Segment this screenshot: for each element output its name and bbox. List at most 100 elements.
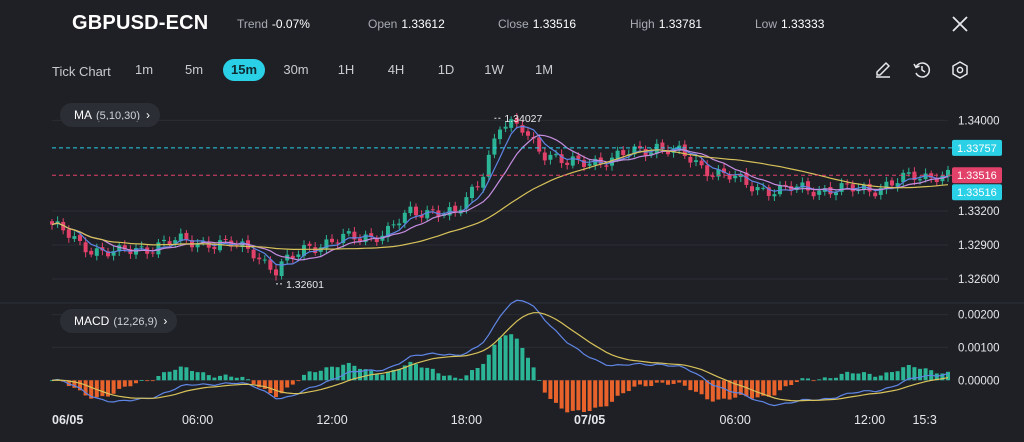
time-axis: 06/05 06:00 12:00 18:00 07/05 06:00 12:00 15:3	[52, 413, 937, 427]
macd-histogram-bar	[195, 372, 200, 381]
candle-body	[593, 158, 598, 166]
candle-body	[828, 187, 833, 195]
candle-body	[638, 146, 642, 149]
macd-histogram-bar	[906, 364, 911, 381]
candle-body	[576, 155, 581, 159]
candle-body	[923, 173, 928, 180]
macd-histogram-bar	[710, 380, 715, 402]
macd-histogram-bar	[498, 337, 502, 381]
macd-histogram-bar	[386, 371, 390, 381]
macd-histogram-bar	[352, 365, 357, 381]
candle-body	[850, 184, 855, 192]
candle-body	[772, 194, 777, 197]
time-tick-label: 15:3	[912, 413, 936, 427]
macd-histogram-bar	[335, 367, 340, 381]
low-price-annotation: 1.32601	[286, 279, 324, 291]
macd-histogram-bar	[643, 380, 648, 387]
candle-body	[884, 181, 889, 190]
candle-body	[290, 255, 295, 259]
macd-histogram-bar	[419, 367, 424, 381]
macd-indicator-pill[interactable]: MACD (12,26,9) ›	[60, 309, 178, 333]
macd-histogram-bar	[890, 372, 894, 381]
macd-histogram-bar	[481, 363, 486, 381]
macd-histogram-bar	[341, 364, 346, 381]
candle-body	[50, 221, 54, 225]
macd-histogram-bar	[117, 380, 122, 389]
candle-body	[486, 154, 491, 177]
candle-body	[106, 251, 110, 257]
candle-body	[89, 250, 94, 255]
tick-chart-label[interactable]: Tick Chart	[52, 64, 111, 79]
macd-histogram-bar	[262, 380, 267, 389]
candle-body	[694, 160, 698, 162]
macd-histogram-bar	[593, 380, 598, 408]
candle-body	[363, 234, 368, 243]
macd-histogram-bar	[313, 372, 318, 381]
candle-body	[307, 243, 312, 246]
tab-5m[interactable]: 5m	[184, 62, 204, 77]
macd-histogram-bar	[862, 372, 866, 381]
macd-histogram-bar	[850, 373, 855, 381]
tab-1m[interactable]: 1m	[134, 62, 154, 77]
tab-4h[interactable]: 4H	[387, 62, 405, 77]
macd-histogram-bar	[414, 364, 418, 381]
macd-histogram-bar	[425, 367, 430, 381]
macd-histogram-bar	[268, 380, 273, 394]
tab-1month[interactable]: 1M	[534, 62, 554, 77]
macd-params: (12,26,9)	[113, 316, 158, 328]
tab-15m[interactable]: 15m	[223, 59, 265, 81]
candle-body	[570, 156, 575, 166]
symbol-title: GBPUSD-ECN	[72, 12, 209, 34]
candle-body	[845, 183, 850, 185]
candle-body	[699, 160, 704, 166]
candle-body	[632, 146, 637, 155]
macd-histogram-bar	[139, 380, 144, 382]
macd-histogram-bar	[727, 380, 732, 400]
candle-body	[548, 154, 553, 160]
candle-body	[374, 237, 379, 243]
pencil-icon[interactable]	[872, 59, 894, 81]
candle-series	[50, 113, 950, 281]
macd-tick-label: 0.00200	[958, 310, 1000, 322]
macd-histogram-bar	[212, 377, 217, 381]
tab-1d[interactable]: 1D	[437, 62, 455, 77]
candle-body	[324, 239, 329, 249]
macd-histogram-bar	[761, 380, 766, 396]
candle-body	[481, 176, 486, 188]
macd-histogram-bar	[610, 380, 614, 402]
timeframe-toolbar: Tick Chart 1m 5m 15m 30m 1H 4H 1D 1W 1M	[0, 57, 1024, 85]
candle-body	[150, 252, 155, 254]
macd-histogram-bar	[834, 377, 838, 381]
ma-lines	[51, 125, 949, 266]
macd-histogram-bar	[223, 374, 228, 381]
candle-body	[369, 233, 374, 237]
settings-icon[interactable]	[949, 59, 971, 81]
macd-histogram-bar	[234, 377, 239, 381]
candle-body	[470, 186, 474, 198]
ma-indicator-pill[interactable]: MA (5,10,30) ›	[60, 103, 161, 127]
macd-histogram-bar	[542, 380, 547, 393]
candle-body	[806, 181, 810, 191]
macd-histogram-bar	[828, 378, 833, 381]
macd-histogram-bar	[621, 380, 626, 394]
price-tag-box	[952, 139, 1002, 156]
macd-histogram-bar	[733, 380, 738, 398]
tab-1h[interactable]: 1H	[337, 62, 355, 77]
candle-body	[83, 242, 88, 253]
macd-histogram-bar	[772, 380, 777, 396]
candle-body	[621, 150, 626, 156]
macd-histogram-bar	[442, 375, 446, 381]
macd-histogram-bar	[559, 380, 564, 409]
tab-30m[interactable]: 30m	[283, 62, 309, 77]
tab-1w[interactable]: 1W	[484, 62, 504, 77]
macd-histogram-bar	[688, 380, 693, 391]
macd-histogram-bar	[492, 344, 497, 381]
macd-histogram-bar	[537, 380, 542, 381]
macd-histogram-bar	[363, 369, 368, 381]
ma10-line	[51, 134, 949, 261]
macd-histogram-bar	[509, 334, 514, 381]
history-icon[interactable]	[911, 59, 933, 81]
candle-body	[582, 160, 586, 167]
close-icon[interactable]	[948, 12, 972, 36]
